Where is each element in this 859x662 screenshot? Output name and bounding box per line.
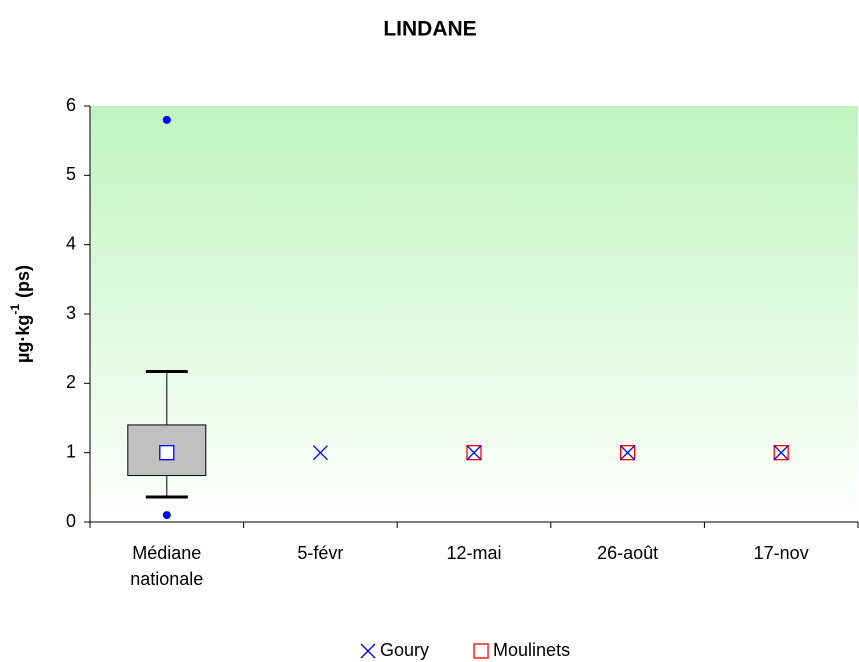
- point-stroke: [312, 445, 328, 461]
- x-tick-label: 12-mai: [446, 543, 502, 563]
- y-label-base: µg·kg: [13, 315, 33, 363]
- chart-title: LINDANE: [383, 18, 476, 41]
- legend-marker: [473, 643, 489, 659]
- point: [312, 445, 328, 461]
- x-tick-label: Médiane nationale: [130, 543, 204, 589]
- y-tick-label: 6: [66, 95, 76, 115]
- point: [466, 445, 482, 461]
- point-stroke: [620, 445, 636, 461]
- point-stroke: [773, 445, 789, 461]
- y-tick-label: 4: [66, 233, 76, 253]
- y-label-sup: -1: [8, 304, 22, 315]
- outlier: [162, 115, 171, 124]
- x-tick-label: 26-août: [597, 543, 659, 563]
- y-tick-label: 1: [66, 441, 76, 461]
- y-tick-label: 0: [66, 511, 76, 531]
- point: [619, 445, 636, 461]
- outlier: [162, 511, 171, 520]
- y-label-unit: (ps): [13, 265, 33, 298]
- legend-marker: [360, 643, 376, 659]
- y-tick-label: 2: [66, 372, 76, 392]
- y-tick-label: 5: [66, 164, 76, 184]
- legend-marker-stroke: [360, 643, 376, 659]
- point-stroke: [466, 445, 482, 461]
- y-tick-label: 3: [66, 303, 76, 323]
- point: [466, 445, 482, 461]
- point: [620, 445, 636, 461]
- x-tick-label: 17-nov: [753, 543, 809, 563]
- x-tick-label: 5-févr: [297, 543, 344, 563]
- median: [159, 445, 175, 461]
- legend-label: Goury: [380, 640, 429, 660]
- point: [773, 445, 789, 461]
- y-axis-title: µg·kg-1 (ps): [8, 265, 33, 363]
- point: [773, 445, 789, 461]
- legend-label: Moulinets: [493, 640, 570, 660]
